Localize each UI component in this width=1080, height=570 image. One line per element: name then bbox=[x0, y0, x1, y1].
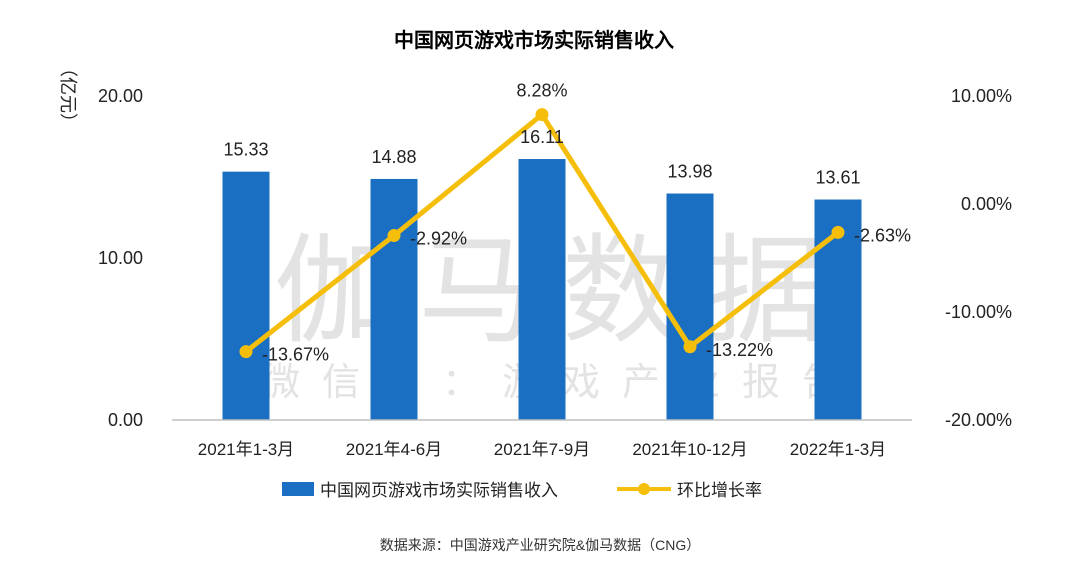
y-right-tick-label: -20.00% bbox=[945, 410, 1012, 430]
category-label: 2021年1-3月 bbox=[198, 440, 294, 459]
growth-point bbox=[535, 108, 549, 122]
bar-series bbox=[222, 159, 862, 420]
growth-value-label: -2.63% bbox=[854, 225, 911, 245]
y-right-tick-label: 0.00% bbox=[961, 194, 1012, 214]
y-right-tick-label: 10.00% bbox=[951, 86, 1012, 106]
growth-value-label: -2.92% bbox=[410, 229, 467, 249]
bar bbox=[518, 159, 566, 420]
line-series bbox=[239, 108, 845, 359]
bar-value-label: 14.88 bbox=[371, 147, 416, 167]
y-left-ticks: 0.00 10.00 20.00 bbox=[98, 86, 143, 430]
bar-value-label: 16.11 bbox=[520, 127, 564, 147]
growth-point bbox=[683, 340, 697, 354]
category-label: 2021年4-6月 bbox=[346, 440, 442, 459]
chart-title: 中国网页游戏市场实际销售收入 bbox=[394, 28, 674, 52]
category-label: 2021年10-12月 bbox=[632, 440, 747, 459]
source-note: 数据来源：中国游戏产业研究院&伽马数据（CNG） bbox=[380, 537, 700, 553]
y-right-ticks: -20.00% -10.00% 0.00% 10.00% bbox=[945, 86, 1012, 430]
legend: 中国网页游戏市场实际销售收入 环比增长率 bbox=[282, 481, 762, 500]
growth-point bbox=[831, 225, 845, 239]
legend-line-marker bbox=[638, 483, 650, 495]
bar bbox=[222, 171, 270, 420]
category-labels: 2021年1-3月 2021年4-6月 2021年7-9月 2021年10-12月 20… bbox=[198, 440, 886, 459]
growth-value-label: 8.28% bbox=[516, 81, 567, 101]
line-data-labels: -13.67% -2.92% 8.28% -13.22% -2.63% bbox=[262, 81, 911, 365]
bar-value-label: 15.33 bbox=[223, 140, 268, 160]
bar bbox=[370, 178, 418, 420]
y-left-tick-label: 10.00 bbox=[98, 248, 143, 268]
bar-value-label: 13.61 bbox=[815, 168, 860, 188]
category-label: 2022年1-3月 bbox=[790, 440, 886, 459]
y-left-tick-label: 20.00 bbox=[98, 86, 143, 106]
legend-bar-label: 中国网页游戏市场实际销售收入 bbox=[320, 481, 558, 500]
growth-point bbox=[239, 345, 253, 359]
y-left-axis-label: （亿元） bbox=[58, 59, 78, 131]
y-right-tick-label: -10.00% bbox=[945, 302, 1012, 322]
legend-line-label: 环比增长率 bbox=[677, 481, 762, 500]
growth-point bbox=[387, 229, 401, 243]
bar bbox=[666, 193, 714, 420]
growth-value-label: -13.67% bbox=[262, 345, 329, 365]
growth-value-label: -13.22% bbox=[706, 340, 773, 360]
y-left-tick-label: 0.00 bbox=[108, 410, 143, 430]
bar-value-label: 13.98 bbox=[667, 162, 712, 182]
category-label: 2021年7-9月 bbox=[494, 440, 590, 459]
legend-bar-swatch bbox=[282, 482, 314, 496]
bar-data-labels: 15.33 14.88 16.11 13.98 13.61 bbox=[223, 127, 860, 188]
